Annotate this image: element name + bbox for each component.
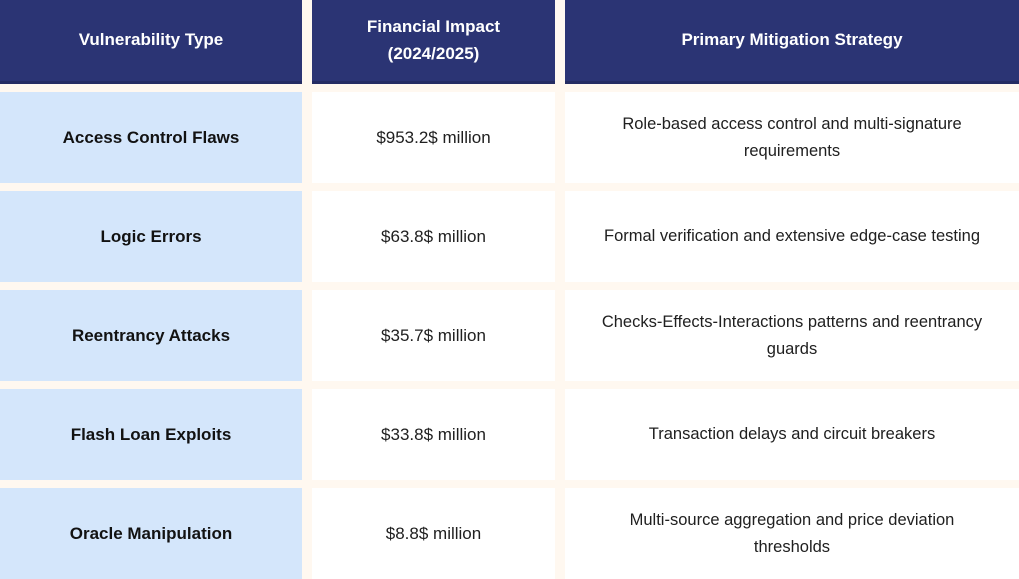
row-label-access-control-flaws: Access Control Flaws [0,92,302,183]
strategy-oracle-manipulation: Multi-source aggregation and price devia… [565,488,1019,579]
column-header-mitigation-strategy: Primary Mitigation Strategy [565,0,1019,84]
strategy-flash-loan-exploits: Transaction delays and circuit breakers [565,389,1019,480]
impact-value-access-control-flaws: $953.2$ million [312,92,555,183]
impact-value-oracle-manipulation: $8.8$ million [312,488,555,579]
strategy-access-control-flaws: Role-based access control and multi-sign… [565,92,1019,183]
strategy-logic-errors: Formal verification and extensive edge-c… [565,191,1019,282]
row-label-reentrancy-attacks: Reentrancy Attacks [0,290,302,381]
strategy-reentrancy-attacks: Checks-Effects-Interactions patterns and… [565,290,1019,381]
impact-value-flash-loan-exploits: $33.8$ million [312,389,555,480]
column-header-vulnerability-type: Vulnerability Type [0,0,302,84]
row-label-logic-errors: Logic Errors [0,191,302,282]
row-label-flash-loan-exploits: Flash Loan Exploits [0,389,302,480]
row-label-oracle-manipulation: Oracle Manipulation [0,488,302,579]
impact-value-reentrancy-attacks: $35.7$ million [312,290,555,381]
impact-value-logic-errors: $63.8$ million [312,191,555,282]
column-header-financial-impact: Financial Impact (2024/2025) [312,0,555,84]
